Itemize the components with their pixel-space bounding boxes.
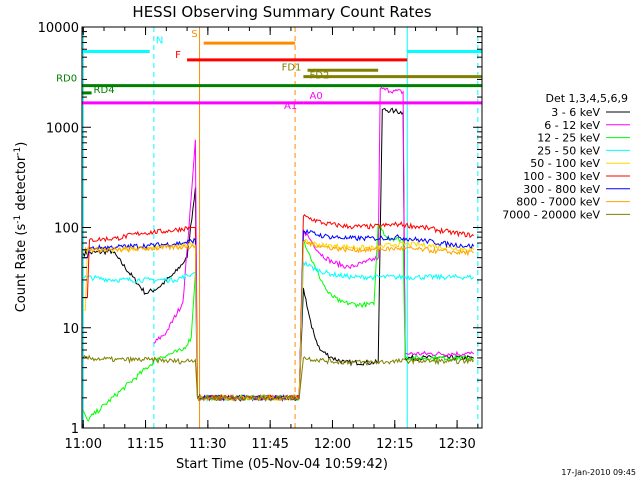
y-tick-label: 100 [54,222,79,237]
flag-label-fd1: FD1 [282,62,302,73]
flag-label-a0: A0 [310,91,323,102]
series-line-7 [82,239,474,402]
y-axis: 1 10 100 1000 10000 [38,21,482,437]
series-line-5 [83,214,474,402]
legend-label-3: 25 - 50 keV [537,144,600,157]
x-tick-label: 12:30 [438,437,475,452]
legend-label-1: 6 - 12 keV [544,119,600,132]
legend-label-6: 300 - 800 keV [523,183,600,196]
y-axis-label-main: Count Rate (s [14,224,29,313]
x-tick-label: 12:15 [376,437,413,452]
flag-label-rd0: RD0 [56,74,77,85]
flag-label-n: N [156,35,163,46]
x-axis-label: Start Time (05-Nov-04 10:59:42) [176,457,388,472]
flag-label-rd4: RD4 [94,85,115,96]
y-tick-label: 10000 [38,21,79,36]
y-axis-label-sup1: -1 [13,215,23,224]
y-axis-label-end: ) [14,142,29,147]
flag-label-s: S [191,29,197,40]
legend-label-5: 100 - 300 keV [523,170,600,183]
x-tick-label: 11:45 [251,437,288,452]
timestamp: 17-Jan-2010 09:45 [561,468,636,477]
chart-title: HESSI Observing Summary Count Rates [132,3,431,21]
x-tick-label: 11:15 [127,437,164,452]
legend-label-4: 50 - 100 keV [530,157,600,170]
y-tick-label: 1 [71,422,79,437]
flag-label-fd2: FD2 [310,71,330,82]
y-tick-label: 10 [62,322,79,337]
y-axis-label: Count Rate (s-1 detector-1) [13,142,29,313]
y-tick-label: 1000 [46,121,79,136]
legend-label-7: 800 - 7000 keV [516,196,600,209]
series-line-8 [82,354,474,402]
y-axis-label-sup2: -1 [13,147,23,156]
legend-label-8: 7000 - 20000 keV [502,208,600,221]
x-axis: 11:00 11:15 11:30 11:45 12:00 12:15 12:30 [65,27,479,452]
flag-label-a1: A1 [284,101,297,112]
x-tick-label: 11:30 [189,437,226,452]
legend-title: Det 1,3,4,5,6,9 [545,92,628,105]
legend-label-2: 12 - 25 keV [537,132,600,145]
y-axis-label-mid: detector [14,155,29,215]
legend-label-0: 3 - 6 keV [551,106,600,119]
plot-area [82,27,482,428]
x-tick-label: 11:00 [65,437,102,452]
flag-label-f: F [175,50,181,61]
x-tick-label: 12:00 [314,437,351,452]
